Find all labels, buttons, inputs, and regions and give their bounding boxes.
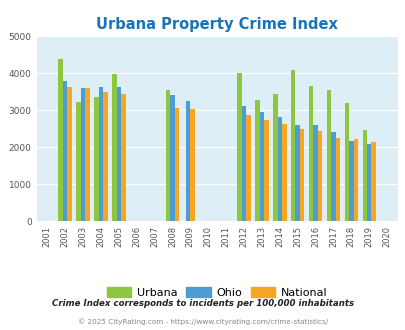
Bar [353,139,357,221]
Bar [348,141,353,221]
Legend: Urbana, Ohio, National: Urbana, Ohio, National [102,282,331,302]
Bar [255,100,259,221]
Bar [313,125,317,221]
Bar [259,112,264,221]
Bar [165,90,170,221]
Bar [308,86,313,221]
Bar [264,120,268,221]
Bar [299,129,304,221]
Bar [116,87,121,221]
Bar [58,59,63,221]
Bar [170,95,174,221]
Bar [185,101,190,221]
Bar [85,88,90,221]
Bar [241,106,246,221]
Bar [371,142,375,221]
Bar [317,131,322,221]
Bar [63,82,67,221]
Bar [121,94,125,221]
Text: © 2025 CityRating.com - https://www.cityrating.com/crime-statistics/: © 2025 CityRating.com - https://www.city… [78,318,327,325]
Bar [362,130,366,221]
Bar [174,108,179,221]
Bar [281,124,286,221]
Bar [366,144,371,221]
Bar [237,73,241,221]
Bar [277,117,281,221]
Bar [190,109,194,221]
Bar [94,97,98,221]
Bar [273,94,277,221]
Bar [112,74,116,221]
Bar [344,103,348,221]
Bar [326,90,330,221]
Bar [67,87,72,221]
Bar [295,125,299,221]
Bar [76,102,81,221]
Bar [290,70,295,221]
Text: Crime Index corresponds to incidents per 100,000 inhabitants: Crime Index corresponds to incidents per… [52,299,353,308]
Bar [98,86,103,221]
Bar [103,92,107,221]
Bar [81,88,85,221]
Title: Urbana Property Crime Index: Urbana Property Crime Index [96,17,337,32]
Bar [335,138,339,221]
Bar [330,132,335,221]
Bar [246,115,250,221]
